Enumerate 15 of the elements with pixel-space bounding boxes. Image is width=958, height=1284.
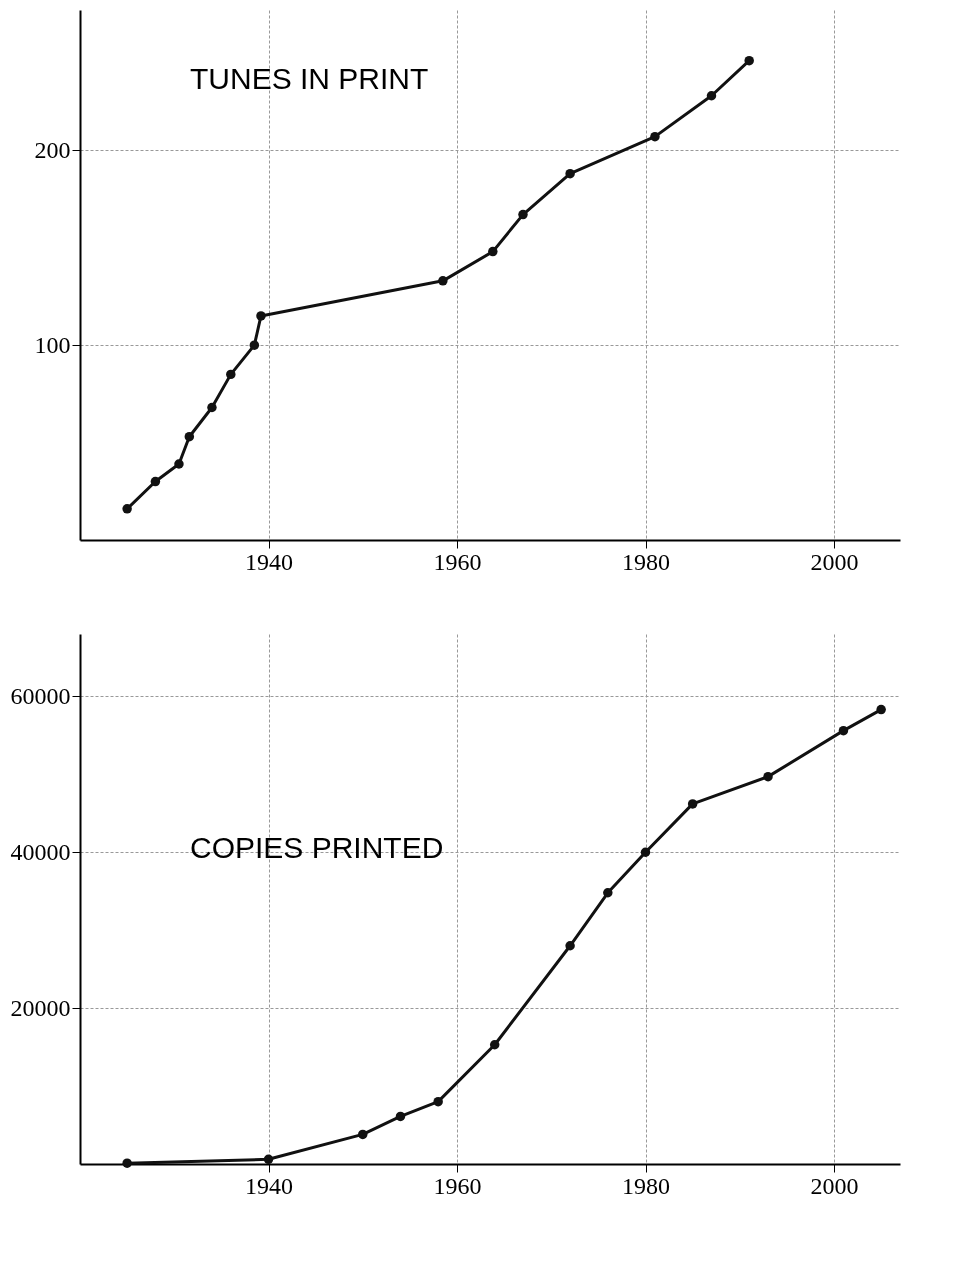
x-tick-label: 1980 — [622, 548, 671, 575]
y-tick-label: 60000 — [10, 682, 71, 709]
x-tick-label: 1980 — [622, 1172, 671, 1199]
y-tick-label: 20000 — [10, 994, 71, 1021]
x-tick-label: 1940 — [245, 1172, 294, 1199]
text: COPIES PRINTED — [190, 831, 444, 864]
y-tick-label: 100 — [34, 331, 71, 358]
x-tick-label: 2000 — [810, 1172, 859, 1199]
x-tick-label: 1940 — [245, 548, 294, 575]
y-tick-label: 200 — [34, 136, 71, 163]
text: TUNES IN PRINT — [190, 62, 429, 95]
x-tick-label: 2000 — [810, 548, 859, 575]
x-tick-label: 1960 — [433, 1172, 482, 1199]
x-tick-label: 1960 — [433, 548, 482, 575]
y-tick-label: 40000 — [10, 838, 71, 865]
